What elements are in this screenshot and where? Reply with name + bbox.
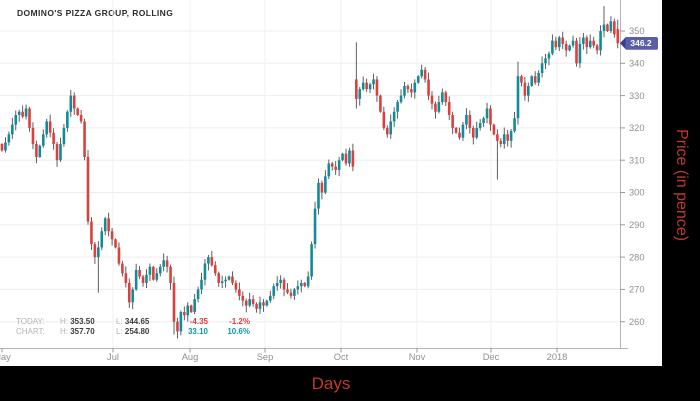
candlestick-chart[interactable]: 260 270 280 290 300 310 320 330 340 350 May Jul Aug S… xyxy=(0,0,662,366)
svg-text:Nov: Nov xyxy=(409,352,426,362)
svg-text:2018: 2018 xyxy=(547,352,568,362)
stats-chart-change: 33.10 xyxy=(187,327,208,336)
stats-today-change-pct: -1.2% xyxy=(229,317,250,326)
svg-text:May: May xyxy=(0,352,11,362)
stats-chart-change-pct: 10.6% xyxy=(227,327,250,336)
svg-text:280: 280 xyxy=(629,252,645,262)
y-axis-title: Price (in pence) xyxy=(673,129,690,242)
svg-text:270: 270 xyxy=(629,285,645,295)
svg-text:320: 320 xyxy=(629,123,645,133)
svg-text:310: 310 xyxy=(629,155,645,165)
svg-text:Oct: Oct xyxy=(334,352,349,362)
svg-text:300: 300 xyxy=(629,188,645,198)
stats-today-low: L: 344.65 xyxy=(116,317,150,326)
stats-panel: TODAY: H: 353.50 L: 344.65 -4.35 -1.2% C… xyxy=(16,317,250,337)
chart-title: DOMINO'S PIZZA GROUP, ROLLING xyxy=(17,8,174,18)
svg-text:350: 350 xyxy=(629,26,645,36)
last-price-badge: 346.2 xyxy=(620,36,658,50)
stats-today-high: H: 353.50 xyxy=(60,317,95,326)
stats-row-chart: CHART: H: 357.70 L: 254.80 33.10 10.6% xyxy=(16,327,250,337)
bottom-axis-band: Days xyxy=(0,366,662,401)
stats-today-change: -4.35 xyxy=(189,317,208,326)
chart-canvas: DOMINO'S PIZZA GROUP, ROLLING 260 270 280 2… xyxy=(0,0,662,366)
stats-chart-high: H: 357.70 xyxy=(60,327,95,336)
stats-row-today: TODAY: H: 353.50 L: 344.65 -4.35 -1.2% xyxy=(16,317,250,327)
stats-chart-label: CHART: xyxy=(16,327,45,336)
svg-text:260: 260 xyxy=(629,317,645,327)
stats-today-label: TODAY: xyxy=(16,317,45,326)
svg-text:Aug: Aug xyxy=(182,352,199,362)
stats-chart-low: L: 254.80 xyxy=(116,327,150,336)
svg-text:Dec: Dec xyxy=(483,352,500,362)
svg-text:340: 340 xyxy=(629,59,645,69)
right-axis-band: Price (in pence) xyxy=(662,0,700,401)
svg-text:330: 330 xyxy=(629,91,645,101)
svg-text:290: 290 xyxy=(629,220,645,230)
svg-text:Jul: Jul xyxy=(107,352,119,362)
svg-text:Sep: Sep xyxy=(257,352,274,362)
x-axis-title: Days xyxy=(311,373,351,393)
